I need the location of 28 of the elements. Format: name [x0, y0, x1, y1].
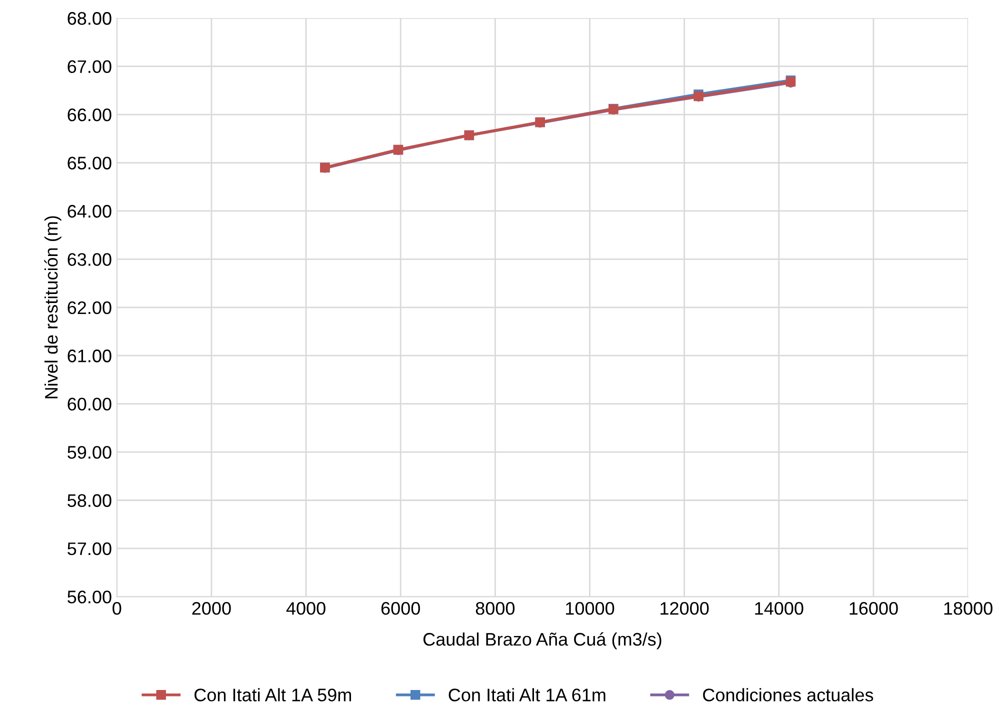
x-tick-label: 0: [112, 602, 122, 615]
y-tick-label: 58.00: [68, 494, 112, 507]
legend-label: Condiciones actuales: [703, 688, 874, 702]
x-tick-label: 2000: [192, 602, 231, 615]
y-tick-label: 63.00: [68, 253, 112, 266]
x-tick-label: 18000: [944, 602, 992, 615]
y-tick-label: 57.00: [68, 542, 112, 556]
legend-label: Con Itati Alt 1A 61m: [448, 688, 606, 702]
y-tick-label: 61.00: [68, 350, 112, 362]
y-axis-title: Nivel de restitución (m): [44, 216, 62, 398]
legend-label: Con Itati Alt 1A 59m: [194, 688, 351, 702]
y-tick-label: 65.00: [68, 156, 112, 170]
x-tick-label: 10000: [566, 602, 614, 615]
x-axis-title: Caudal Brazo Aña Cuá (m3/s): [423, 632, 662, 650]
y-tick-label: 59.00: [68, 446, 112, 459]
y-tick-label: 67.00: [68, 60, 112, 74]
x-tick-label: 16000: [850, 602, 898, 615]
x-tick-label: 6000: [381, 602, 420, 615]
x-tick-label: 14000: [755, 602, 804, 615]
y-tick-label: 68.00: [68, 12, 112, 25]
x-tick-label: 4000: [286, 602, 326, 615]
y-tick-label: 62.00: [68, 301, 112, 314]
x-tick-label: 8000: [476, 602, 515, 615]
y-tick-label: 60.00: [68, 398, 112, 411]
y-tick-label: 66.00: [68, 108, 112, 122]
x-tick-label: 12000: [660, 602, 709, 615]
y-tick-label: 64.00: [68, 204, 112, 218]
y-tick-label: 56.00: [68, 590, 112, 604]
